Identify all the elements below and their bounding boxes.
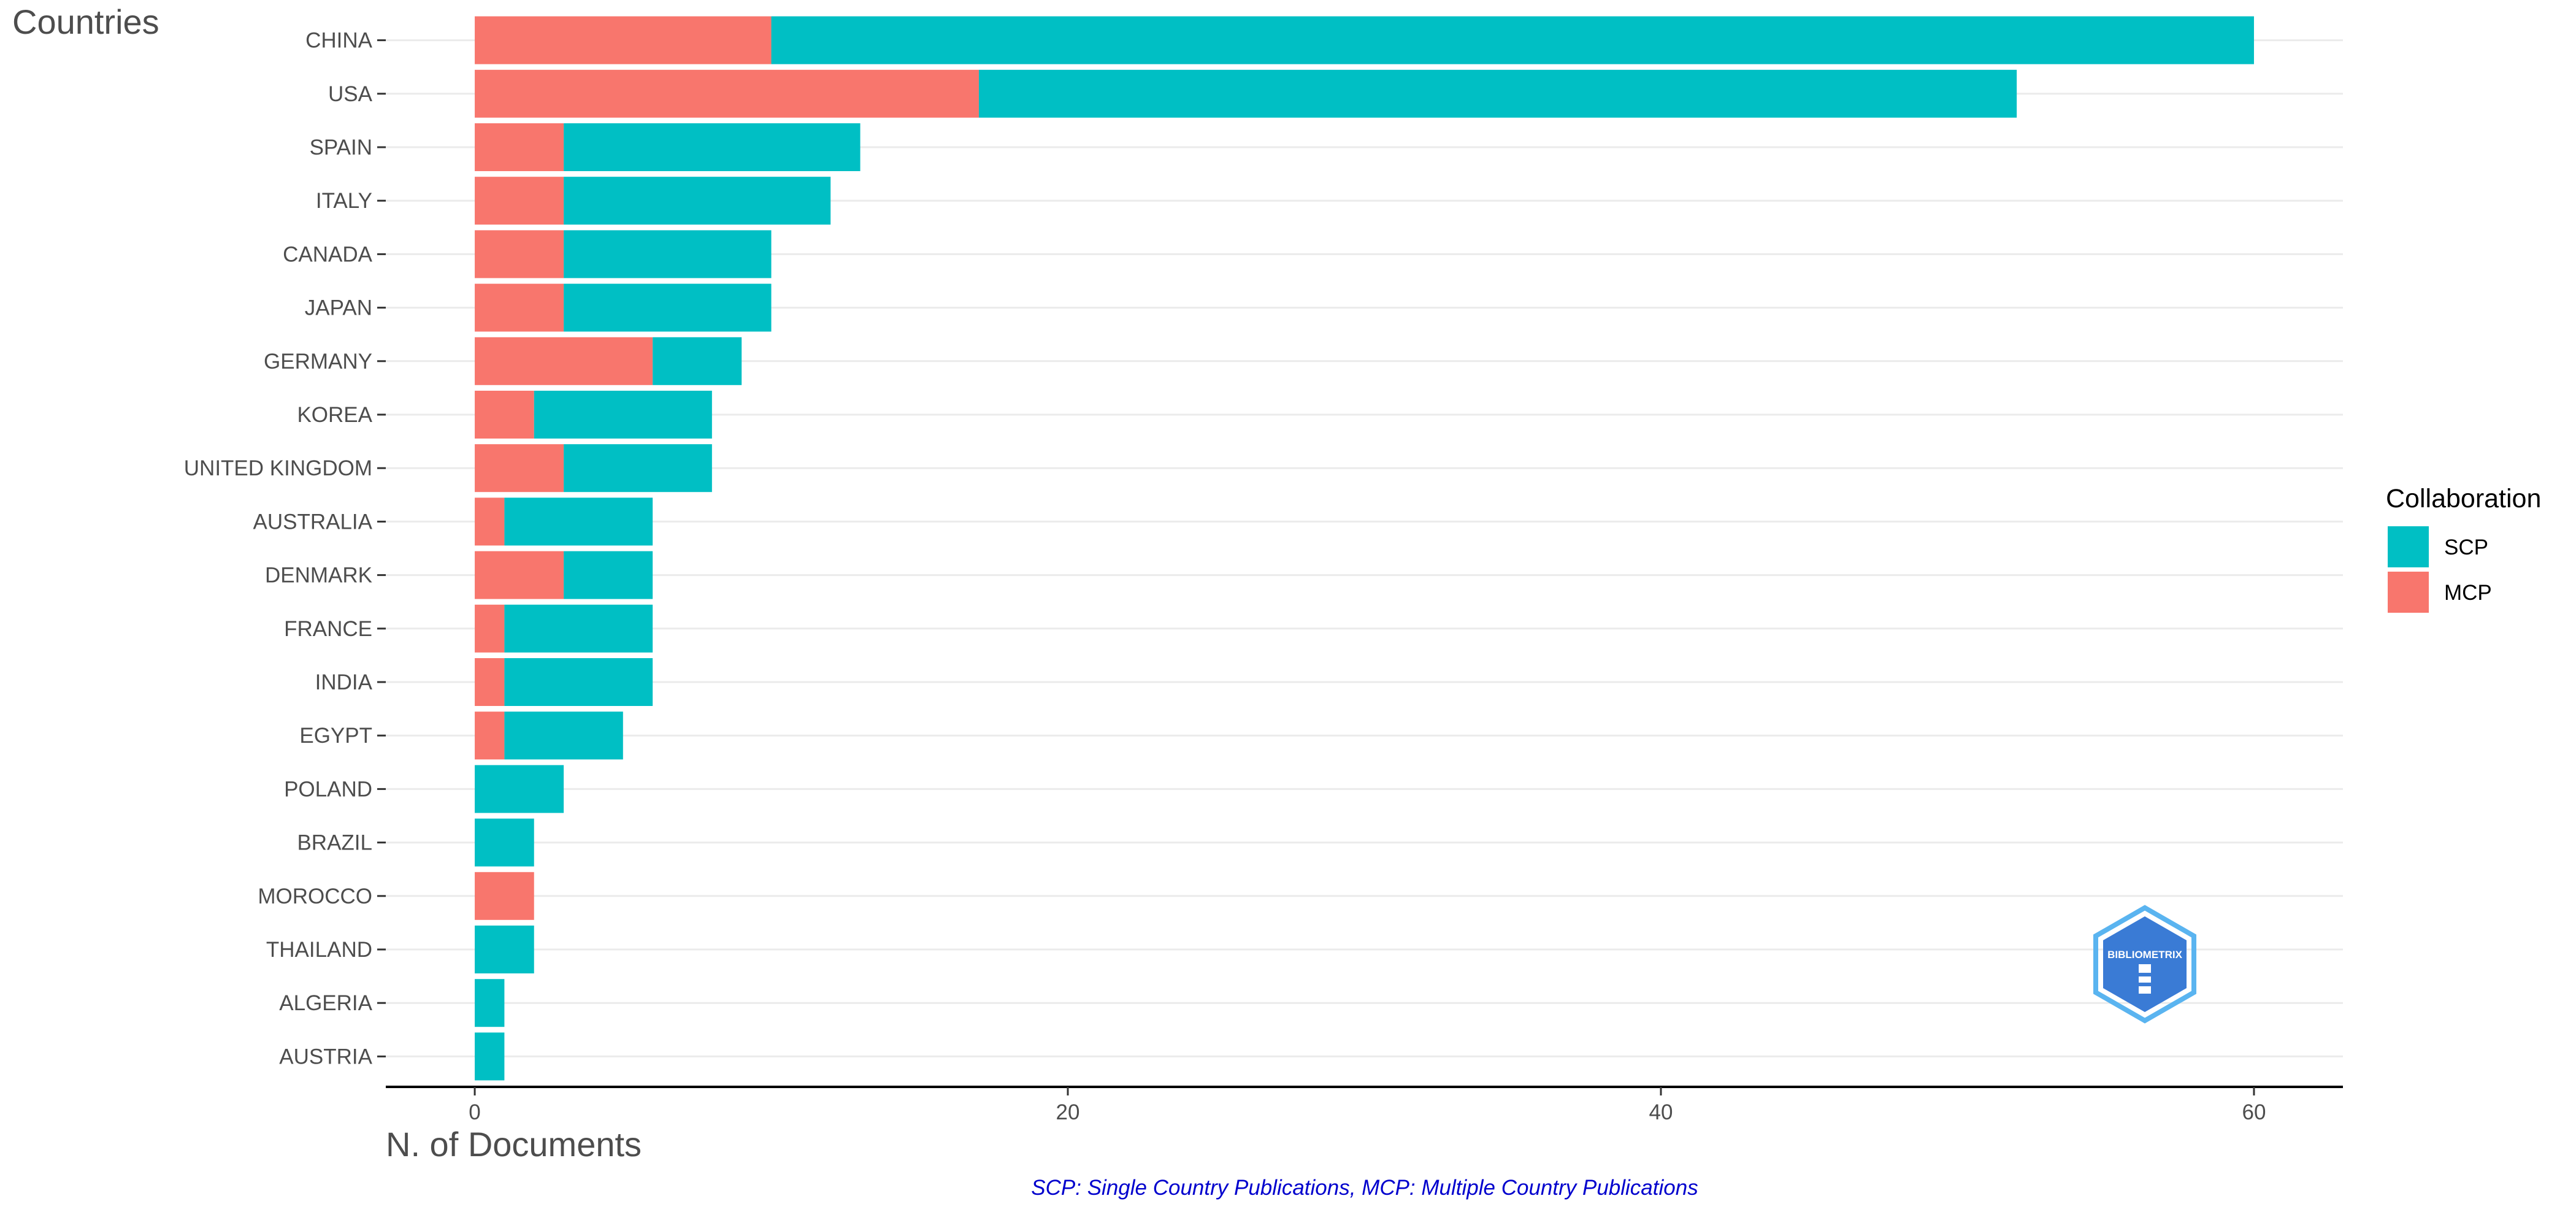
x-tick-label: 20	[1056, 1100, 1080, 1124]
y-tick-label: USA	[328, 82, 373, 106]
legend-title: Collaboration	[2386, 484, 2541, 513]
y-tick-label: GERMANY	[264, 350, 372, 374]
y-tick-label: POLAND	[284, 777, 372, 801]
legend-label-mcp: MCP	[2444, 581, 2492, 605]
y-axis-title: Countries	[12, 2, 159, 41]
bars	[475, 16, 2254, 1081]
y-tick-label: EGYPT	[299, 724, 372, 748]
bar-scp-japan	[564, 283, 772, 332]
y-tick-label: CHINA	[305, 29, 373, 53]
bar-mcp-denmark	[475, 551, 564, 599]
y-tick-label: BRAZIL	[297, 831, 372, 855]
y-tick-label: UNITED KINGDOM	[184, 456, 372, 480]
y-tick-label: AUSTRALIA	[253, 510, 373, 534]
bar-scp-china	[771, 16, 2254, 64]
bar-mcp-japan	[475, 283, 564, 332]
bar-mcp-italy	[475, 177, 564, 225]
bar-mcp-germany	[475, 337, 653, 385]
bar-mcp-morocco	[475, 872, 534, 920]
y-tick-label: KOREA	[297, 403, 372, 427]
y-tick-label: FRANCE	[284, 617, 372, 641]
bar-scp-germany	[653, 337, 742, 385]
bar-scp-thailand	[475, 926, 534, 973]
y-tick-label: ITALY	[316, 189, 372, 213]
bar-mcp-usa	[475, 69, 979, 118]
bar-scp-algeria	[475, 979, 505, 1027]
bar-mcp-france	[475, 604, 505, 653]
bar-scp-italy	[564, 177, 831, 225]
x-tick-label: 0	[469, 1100, 480, 1124]
logo-tower-band	[2134, 973, 2156, 976]
caption: SCP: Single Country Publications, MCP: M…	[1031, 1176, 1698, 1200]
logo-tower-icon	[2139, 964, 2151, 994]
logo-tower-band	[2134, 983, 2156, 986]
bar-scp-canada	[564, 230, 772, 278]
bar-mcp-korea	[475, 391, 534, 439]
bar-mcp-spain	[475, 123, 564, 171]
legend-swatch-mcp	[2388, 572, 2429, 613]
y-tick-label: INDIA	[315, 670, 373, 694]
bar-scp-india	[504, 658, 653, 706]
bar-mcp-egypt	[475, 711, 505, 760]
bar-scp-spain	[564, 123, 861, 171]
y-tick-label: AUSTRIA	[279, 1045, 372, 1068]
bar-scp-austria	[475, 1032, 505, 1081]
bibliometrix-logo: BIBLIOMETRIX	[2093, 905, 2196, 1024]
y-tick-label: CANADA	[283, 242, 373, 266]
bar-scp-united-kingdom	[564, 444, 712, 493]
y-tick-label: DENMARK	[265, 564, 372, 588]
bar-scp-france	[504, 604, 653, 653]
y-tick-label: SPAIN	[310, 136, 372, 159]
x-tick-label: 60	[2242, 1100, 2266, 1124]
bar-scp-australia	[504, 497, 653, 546]
logo-hexagon-outer	[2093, 905, 2196, 1024]
bar-mcp-india	[475, 658, 505, 706]
bar-scp-denmark	[564, 551, 653, 599]
bar-scp-korea	[534, 391, 712, 439]
legend-label-scp: SCP	[2444, 535, 2488, 559]
legend: Collaboration SCP MCP	[2386, 484, 2541, 613]
bar-mcp-australia	[475, 497, 505, 546]
bar-mcp-canada	[475, 230, 564, 278]
y-tick-label: JAPAN	[305, 296, 372, 320]
bar-scp-poland	[475, 765, 564, 813]
x-axis-title: N. of Documents	[386, 1125, 642, 1164]
x-axis: 0 20 40 60	[386, 1086, 2343, 1124]
y-tick-label: MOROCCO	[258, 884, 372, 908]
y-axis-ticks: CHINA USA SPAIN ITALY CANADA JAPAN GERMANY KORE…	[184, 29, 386, 1068]
y-tick-label: ALGERIA	[279, 991, 372, 1015]
bar-scp-egypt	[504, 711, 623, 760]
bar-scp-brazil	[475, 818, 534, 867]
x-tick-label: 40	[1649, 1100, 1673, 1124]
bar-mcp-united-kingdom	[475, 444, 564, 493]
logo-text: BIBLIOMETRIX	[2107, 949, 2182, 961]
bar-scp-usa	[978, 69, 2017, 118]
y-tick-label: THAILAND	[266, 938, 372, 962]
bar-mcp-china	[475, 16, 772, 64]
legend-swatch-scp	[2388, 526, 2429, 567]
